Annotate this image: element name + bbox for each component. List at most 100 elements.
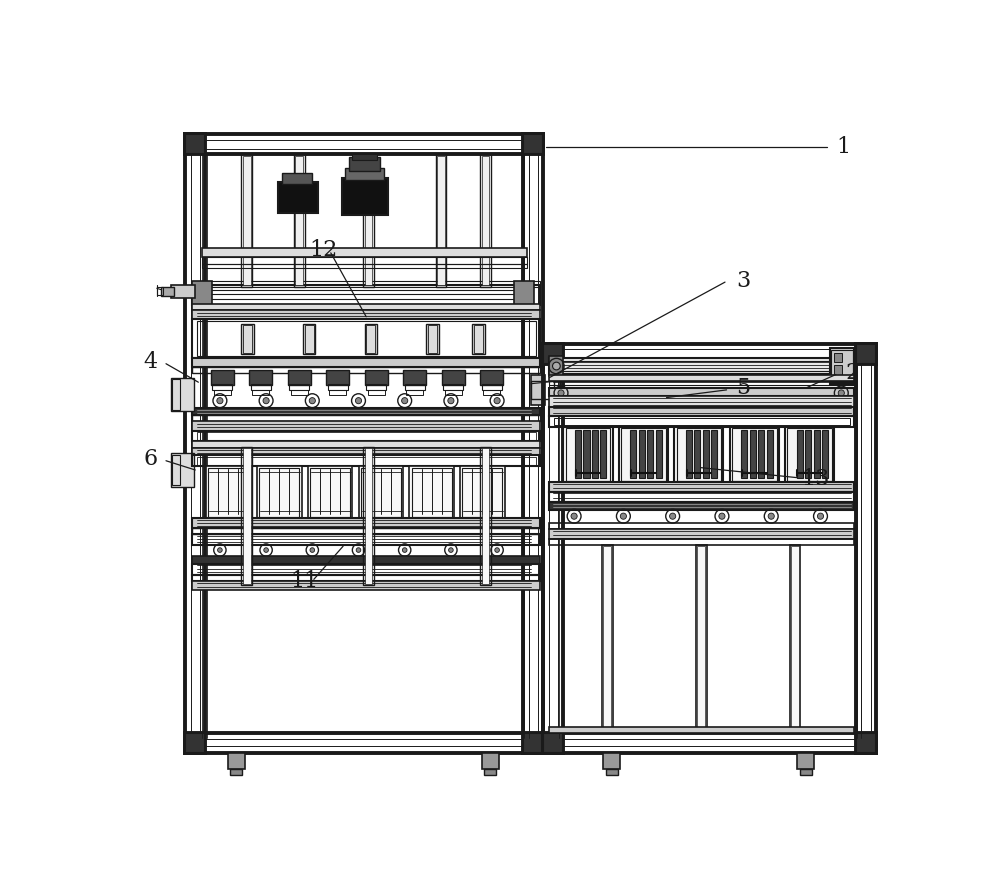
Bar xyxy=(549,416,854,427)
Text: 4: 4 xyxy=(144,351,158,373)
Bar xyxy=(630,430,636,478)
Bar xyxy=(192,319,540,358)
Bar xyxy=(197,432,536,440)
Bar xyxy=(549,360,854,371)
Bar xyxy=(358,466,403,519)
Bar xyxy=(647,430,653,478)
Bar xyxy=(583,430,590,478)
Bar xyxy=(259,467,299,517)
Bar xyxy=(531,381,554,399)
Bar xyxy=(549,356,563,376)
Bar xyxy=(289,384,309,390)
Bar xyxy=(543,733,876,753)
Circle shape xyxy=(553,362,560,370)
Circle shape xyxy=(402,548,407,552)
Bar xyxy=(549,502,854,510)
Bar xyxy=(482,753,499,769)
Bar xyxy=(741,430,747,478)
Bar xyxy=(483,390,500,395)
Bar xyxy=(549,538,854,544)
Bar xyxy=(363,154,374,287)
Bar xyxy=(197,457,536,465)
Bar xyxy=(482,384,502,390)
Bar xyxy=(241,447,252,585)
Bar xyxy=(797,753,814,769)
Bar xyxy=(185,733,205,753)
Bar xyxy=(549,349,558,748)
Bar xyxy=(785,427,834,482)
Circle shape xyxy=(402,397,408,403)
Bar xyxy=(549,727,854,733)
Bar xyxy=(206,466,251,519)
Bar xyxy=(352,154,377,160)
Bar xyxy=(361,467,401,517)
Bar xyxy=(554,417,850,425)
Bar xyxy=(161,287,174,296)
Text: 11: 11 xyxy=(290,570,319,592)
Bar xyxy=(192,281,212,305)
Bar xyxy=(603,546,611,731)
Circle shape xyxy=(768,513,774,519)
Bar xyxy=(192,304,540,310)
Bar xyxy=(686,430,692,478)
Bar xyxy=(211,370,234,385)
Bar xyxy=(251,384,271,390)
Bar xyxy=(549,523,854,529)
Circle shape xyxy=(263,397,269,403)
Circle shape xyxy=(571,513,577,519)
Bar xyxy=(192,281,540,287)
Bar xyxy=(412,467,452,517)
Bar xyxy=(543,344,876,364)
Bar xyxy=(523,134,543,753)
Bar xyxy=(861,349,871,748)
Bar xyxy=(406,390,423,395)
Text: 13: 13 xyxy=(801,468,829,490)
Bar xyxy=(697,546,705,731)
Bar xyxy=(480,447,491,585)
Bar xyxy=(834,353,842,362)
Circle shape xyxy=(310,548,315,552)
Text: 6: 6 xyxy=(144,448,158,470)
Circle shape xyxy=(264,548,268,552)
Bar xyxy=(460,466,505,519)
Circle shape xyxy=(356,548,361,552)
Bar xyxy=(549,482,854,492)
Bar xyxy=(192,448,540,455)
Circle shape xyxy=(355,397,362,403)
Bar xyxy=(514,281,534,305)
Bar xyxy=(831,350,853,382)
Bar xyxy=(192,556,540,564)
Bar xyxy=(192,575,540,581)
Bar xyxy=(197,320,536,356)
Bar xyxy=(606,769,618,775)
Bar xyxy=(543,733,563,753)
Bar xyxy=(549,529,854,538)
Bar xyxy=(349,158,380,172)
Bar xyxy=(549,407,854,416)
Bar xyxy=(345,168,384,180)
Bar xyxy=(480,154,491,287)
Bar xyxy=(192,358,540,367)
Bar xyxy=(445,390,462,395)
Bar xyxy=(549,396,854,407)
Circle shape xyxy=(719,513,725,519)
Bar xyxy=(328,384,348,390)
Bar xyxy=(171,453,194,486)
Bar xyxy=(797,430,803,478)
Bar xyxy=(243,448,251,584)
Bar xyxy=(787,429,832,480)
Bar xyxy=(192,416,540,422)
Bar xyxy=(305,326,314,353)
Bar xyxy=(291,390,308,395)
Bar xyxy=(192,534,540,544)
Bar xyxy=(191,738,538,746)
Bar xyxy=(192,519,540,528)
Bar xyxy=(758,430,764,478)
Circle shape xyxy=(670,513,676,519)
Bar xyxy=(329,390,346,395)
Bar xyxy=(342,178,388,215)
Bar xyxy=(856,733,876,753)
Bar xyxy=(202,263,527,269)
Bar xyxy=(191,140,200,748)
Bar xyxy=(403,370,426,385)
